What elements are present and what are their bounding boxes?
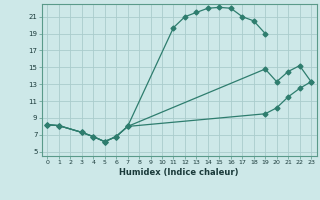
X-axis label: Humidex (Indice chaleur): Humidex (Indice chaleur) (119, 168, 239, 177)
